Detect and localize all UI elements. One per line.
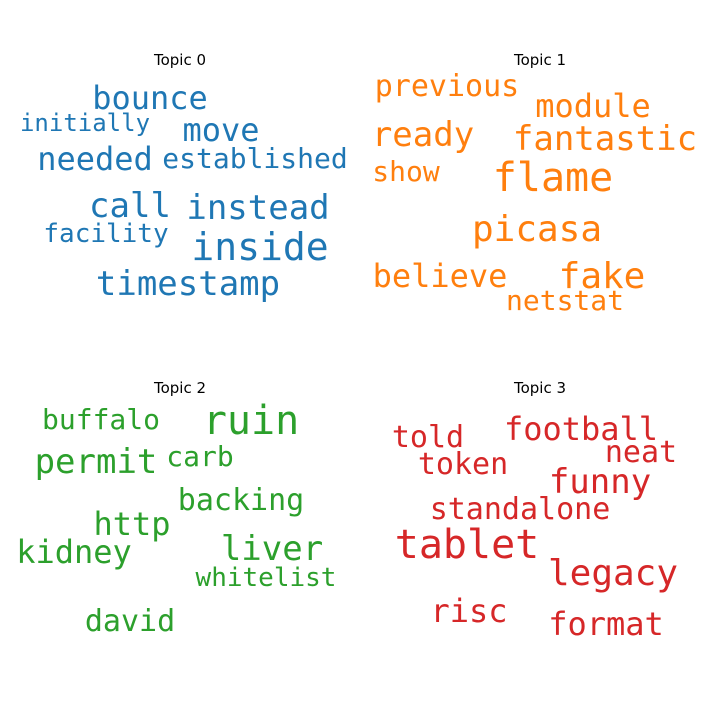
word-token: token [417, 447, 509, 482]
word-funny: funny [548, 462, 652, 502]
word-flame: flame [492, 155, 614, 201]
word-previous: previous [374, 69, 520, 104]
word-initially: initially [19, 109, 151, 137]
wordcloud-panel-topic-1: Topic 1 previous module ready fantastic … [360, 0, 720, 360]
word-fake: fake [558, 256, 646, 297]
panel-title: Topic 1 [513, 51, 567, 69]
panel-title: Topic 3 [513, 379, 567, 397]
word-risc: risc [430, 592, 508, 630]
word-needed: needed [37, 140, 153, 178]
word-told: told [391, 420, 465, 455]
word-kidney: kidney [16, 533, 132, 571]
word-neat: neat [604, 435, 678, 470]
word-facility: facility [43, 219, 169, 249]
word-established: established [162, 142, 348, 175]
word-http: http [93, 505, 171, 543]
word-legacy: legacy [547, 553, 679, 594]
word-module: module [535, 87, 651, 125]
word-move: move [182, 111, 260, 149]
word-netstat: netstat [505, 284, 625, 317]
wordcloud-panel-topic-3: Topic 3 told football neat token funny s… [360, 328, 720, 688]
word-believe: believe [372, 257, 508, 295]
word-carb: carb [166, 440, 234, 473]
word-backing: backing [177, 483, 305, 518]
word-picasa: picasa [471, 209, 603, 250]
word-call: call [89, 186, 171, 226]
word-show: show [372, 155, 440, 188]
word-david: david [84, 604, 176, 639]
word-ready: ready [371, 115, 475, 155]
panel-title: Topic 0 [153, 51, 207, 69]
word-whitelist: whitelist [195, 563, 337, 593]
word-buffalo: buffalo [41, 403, 161, 436]
word-inside: inside [191, 225, 329, 269]
wordcloud-panel-topic-2: Topic 2 buffalo ruin permit carb backing… [0, 328, 360, 688]
word-football: football [503, 410, 659, 448]
word-instead: instead [186, 188, 330, 228]
word-tablet: tablet [394, 522, 540, 568]
word-format: format [548, 605, 664, 643]
word-permit: permit [34, 442, 158, 482]
word-bounce: bounce [92, 79, 208, 117]
word-standalone: standalone [429, 492, 611, 527]
word-timestamp: timestamp [95, 264, 281, 304]
word-fantastic: fantastic [512, 119, 698, 159]
panel-title: Topic 2 [153, 379, 207, 397]
word-ruin: ruin [202, 398, 300, 444]
wordcloud-panel-topic-0: Topic 0 bounce initially move needed est… [0, 0, 360, 360]
word-liver: liver [220, 529, 324, 569]
